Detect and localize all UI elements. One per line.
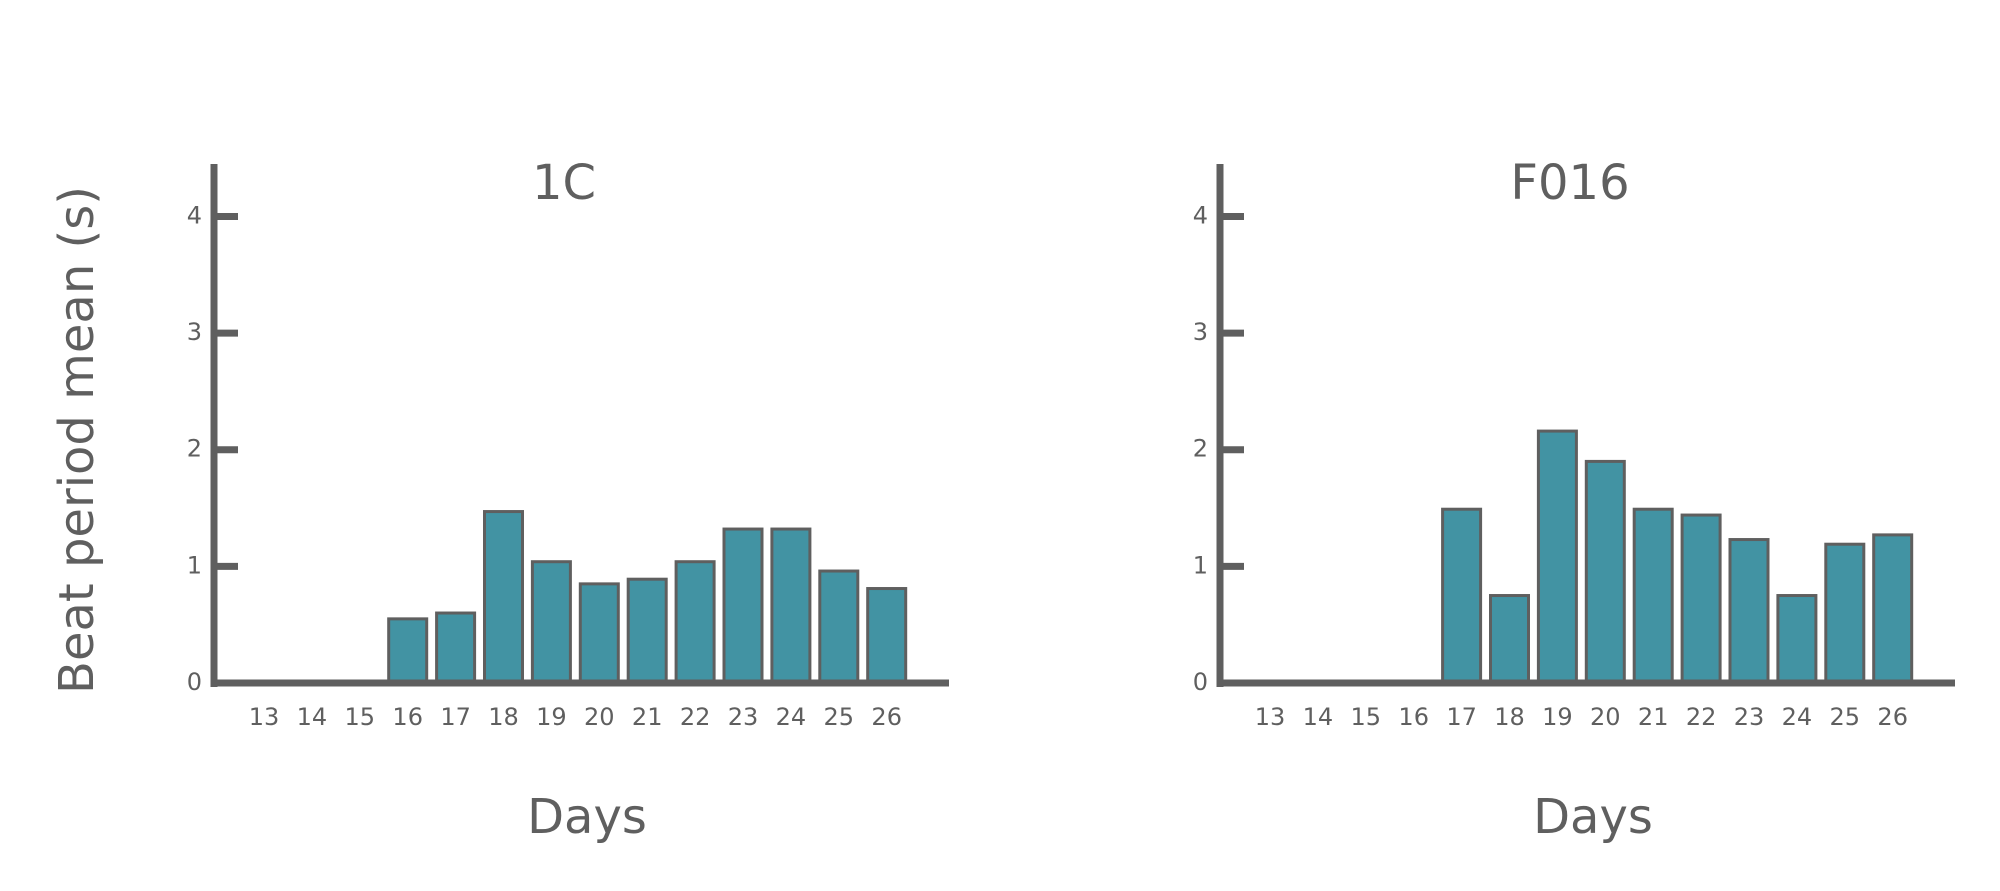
bar bbox=[866, 587, 908, 685]
x-tick-label: 23 bbox=[728, 703, 759, 731]
x-tick-label: 26 bbox=[871, 703, 902, 731]
bar bbox=[578, 582, 620, 685]
bar bbox=[530, 560, 572, 685]
y-tick-label: 2 bbox=[187, 435, 202, 463]
y-tick-label: 4 bbox=[187, 201, 202, 229]
y-tick-label: 1 bbox=[187, 551, 202, 579]
x-axis-title: Days bbox=[1533, 789, 1653, 845]
bar bbox=[770, 527, 812, 685]
bar bbox=[1536, 429, 1578, 685]
x-tick-label: 15 bbox=[345, 703, 376, 731]
x-tick-label: 17 bbox=[1446, 703, 1477, 731]
x-tick-label: 26 bbox=[1877, 703, 1908, 731]
bar bbox=[722, 527, 764, 685]
x-tick-label: 22 bbox=[1686, 703, 1717, 731]
y-tick-label: 3 bbox=[1193, 318, 1208, 346]
x-tick-label: 19 bbox=[536, 703, 567, 731]
x-tick-label: 16 bbox=[1398, 703, 1429, 731]
bar bbox=[626, 577, 668, 685]
bar bbox=[1776, 594, 1818, 685]
bar bbox=[1441, 507, 1483, 685]
x-tick-label: 15 bbox=[1351, 703, 1382, 731]
y-axis-title: Beat period mean (s) bbox=[49, 186, 105, 694]
x-tick-label: 23 bbox=[1734, 703, 1765, 731]
y-tick-label: 2 bbox=[1193, 435, 1208, 463]
bar bbox=[483, 510, 524, 685]
chart-title: 1C bbox=[532, 155, 596, 211]
x-tick-label: 18 bbox=[1494, 703, 1525, 731]
bar bbox=[1824, 542, 1866, 685]
bar bbox=[1680, 513, 1722, 685]
x-tick-label: 25 bbox=[1830, 703, 1861, 731]
x-tick-label: 21 bbox=[1638, 703, 1669, 731]
x-tick-label: 18 bbox=[488, 703, 519, 731]
x-tick-label: 24 bbox=[1782, 703, 1813, 731]
x-tick-label: 20 bbox=[1590, 703, 1621, 731]
bar bbox=[1872, 533, 1914, 685]
chart-title: F016 bbox=[1510, 155, 1629, 211]
y-tick-label: 4 bbox=[1193, 201, 1208, 229]
x-tick-label: 16 bbox=[392, 703, 423, 731]
bar bbox=[1632, 507, 1674, 685]
bar bbox=[674, 560, 716, 685]
y-tick-label: 3 bbox=[187, 318, 202, 346]
x-tick-label: 24 bbox=[776, 703, 807, 731]
bar bbox=[1728, 538, 1770, 685]
x-tick-label: 17 bbox=[440, 703, 471, 731]
y-tick-label: 0 bbox=[1193, 668, 1208, 696]
bar bbox=[1584, 459, 1626, 685]
x-tick-label: 21 bbox=[632, 703, 663, 731]
y-tick-label: 1 bbox=[1193, 551, 1208, 579]
bar bbox=[387, 617, 429, 685]
x-tick-label: 19 bbox=[1542, 703, 1573, 731]
bar bbox=[435, 611, 477, 685]
x-tick-label: 20 bbox=[584, 703, 615, 731]
x-tick-label: 22 bbox=[680, 703, 711, 731]
bar bbox=[1489, 594, 1530, 685]
x-tick-label: 25 bbox=[824, 703, 855, 731]
y-tick-label: 0 bbox=[187, 668, 202, 696]
x-tick-label: 14 bbox=[1303, 703, 1334, 731]
bar bbox=[818, 569, 860, 685]
x-axis-title: Days bbox=[527, 789, 647, 845]
x-tick-label: 13 bbox=[1255, 703, 1286, 731]
x-tick-label: 13 bbox=[249, 703, 280, 731]
x-tick-label: 14 bbox=[297, 703, 328, 731]
